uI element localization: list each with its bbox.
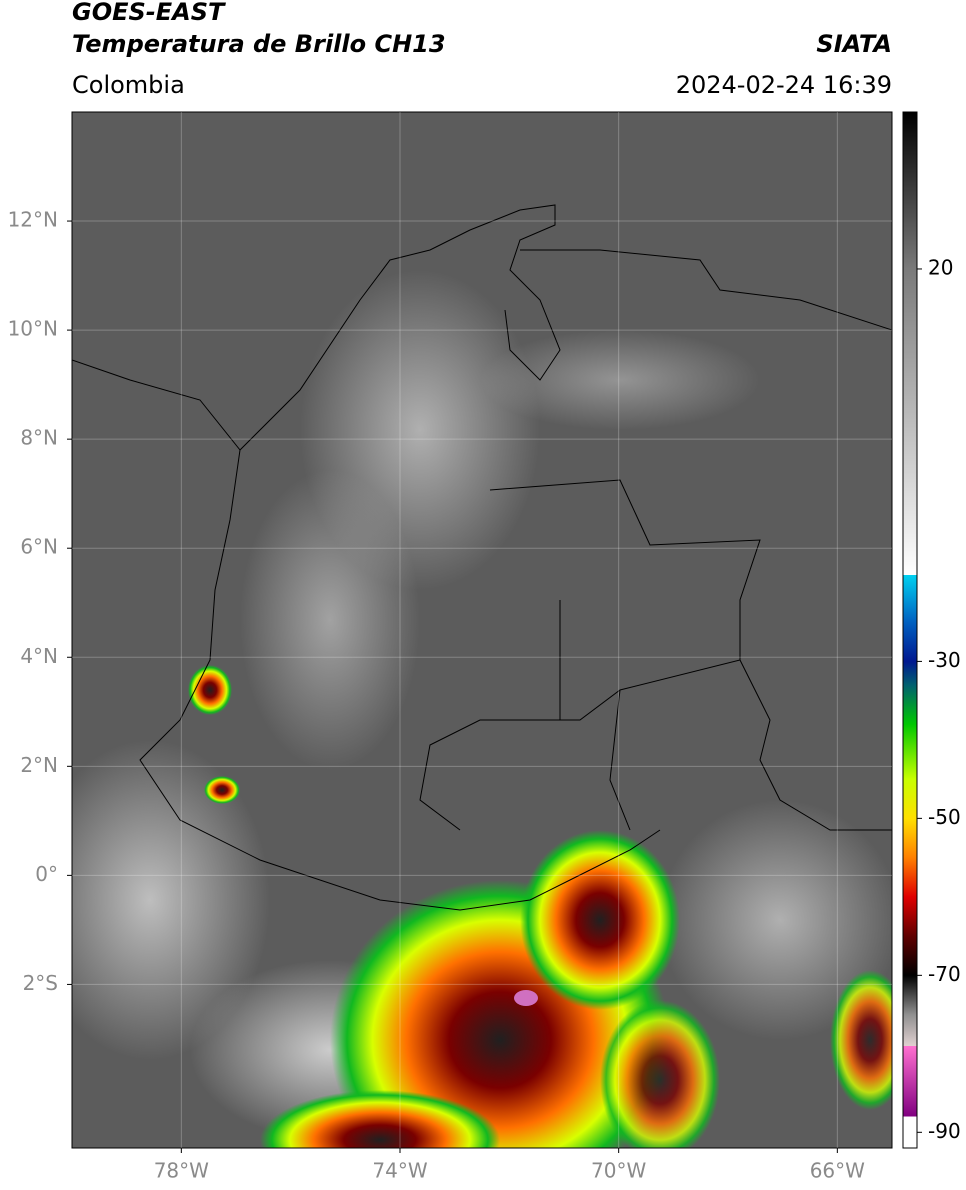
y-tick-label: 6°N — [20, 535, 58, 559]
source: SIATA — [816, 30, 892, 58]
y-tick-label: 10°N — [8, 317, 58, 341]
y-tick-label: 12°N — [8, 208, 58, 232]
region: Colombia — [72, 71, 185, 99]
cloud — [480, 330, 760, 430]
y-tick-label: 8°N — [20, 426, 58, 450]
colorbar-tick-label: -90 — [928, 1119, 961, 1143]
y-tick-label: 2°N — [20, 753, 58, 777]
y-tick-label: 2°S — [23, 971, 58, 995]
colorbar-tick-label: -50 — [928, 805, 961, 829]
x-tick-label: 70°W — [591, 1159, 646, 1183]
storm — [830, 970, 892, 1110]
storm — [600, 1000, 720, 1148]
y-tick-label: 4°N — [20, 644, 58, 668]
map-frame — [71, 111, 893, 1149]
cold-top — [514, 990, 538, 1006]
x-tick-label: 78°W — [154, 1159, 209, 1183]
colorbar-tick-label: 20 — [928, 255, 953, 279]
timestamp: 2024-02-24 16:39 — [676, 71, 892, 99]
satellite-image — [72, 112, 892, 1148]
y-tick-label: 0° — [35, 862, 58, 886]
cloud — [660, 800, 892, 1040]
x-tick-label: 66°W — [810, 1159, 865, 1183]
storm — [188, 665, 232, 715]
title: GOES-EAST — [72, 0, 226, 26]
cloud — [72, 740, 270, 1060]
storm — [260, 1090, 500, 1148]
colorbar-tick-label: -30 — [928, 648, 961, 672]
storm — [520, 830, 680, 1010]
storm — [204, 776, 240, 804]
subtitle: Temperatura de Brillo CH13 — [72, 30, 446, 58]
borders — [72, 204, 892, 911]
cloud — [240, 470, 420, 770]
colorbar-tick-label: -70 — [928, 962, 961, 986]
x-tick-label: 74°W — [372, 1159, 427, 1183]
colorbar — [902, 111, 918, 1149]
